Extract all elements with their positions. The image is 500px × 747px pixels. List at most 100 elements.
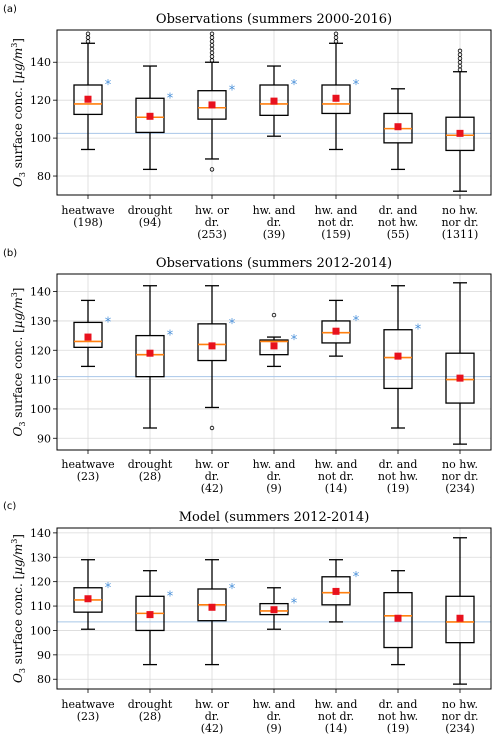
mean-marker [456, 374, 464, 382]
category-label: hw. and [315, 698, 358, 711]
y-tick-label: 100 [30, 624, 51, 637]
box-1: * heatwave(23) [61, 559, 115, 723]
box-2: * drought(28) [128, 285, 174, 483]
y-tick-label: 120 [30, 576, 51, 589]
mean-marker [146, 112, 154, 120]
box-iqr [73, 84, 103, 116]
category-label: no hw. [442, 204, 478, 217]
mean-marker [270, 342, 278, 350]
mean-marker [332, 327, 340, 335]
panel-letter: (a) [3, 4, 17, 15]
mean-marker [208, 342, 216, 350]
category-label: (28) [139, 710, 162, 723]
category-label: dr. [267, 710, 282, 723]
plot-frame [56, 273, 492, 451]
category-label: drought [128, 204, 173, 217]
y-tick-label: 140 [30, 56, 51, 69]
y-tick-label: 130 [30, 315, 51, 328]
significance-star: * [229, 84, 236, 99]
outlier-point [271, 312, 277, 318]
box-iqr [445, 595, 475, 644]
y-tick-label: 110 [30, 600, 51, 613]
significance-star: * [291, 597, 298, 612]
category-label: not hw. [378, 216, 418, 229]
mean-marker [394, 123, 402, 131]
box-7: no hw.nor dr.(1311) [441, 48, 479, 241]
mean-marker [394, 614, 402, 622]
significance-star: * [167, 91, 174, 106]
plot-frame [56, 527, 492, 690]
category-label: (9) [266, 722, 282, 735]
chart-title: Model (summers 2012-2014) [179, 510, 370, 525]
category-label: dr. [267, 216, 282, 229]
category-label: hw. and [253, 204, 296, 217]
chart-title: Observations (summers 2012-2014) [156, 256, 392, 271]
category-label: heatwave [61, 204, 114, 217]
category-label: heatwave [61, 698, 114, 711]
box-1: * heatwave(198) [61, 31, 115, 229]
mean-marker [332, 94, 340, 102]
category-label: not dr. [318, 216, 354, 229]
significance-star: * [415, 323, 422, 338]
box-1: * heatwave(23) [61, 299, 115, 483]
y-axis-label: O3 surface conc. [µg/m3] [10, 534, 27, 683]
category-label: dr. [205, 216, 220, 229]
box-iqr [383, 329, 413, 390]
mean-marker [270, 606, 278, 614]
box-iqr [73, 321, 103, 348]
mean-marker [394, 352, 402, 360]
significance-star: * [353, 314, 360, 329]
category-label: (42) [201, 722, 224, 735]
category-label: not dr. [318, 470, 354, 483]
y-tick-label: 140 [30, 527, 51, 540]
category-label: (234) [445, 722, 475, 735]
category-label: (39) [263, 228, 286, 241]
box-iqr [259, 339, 289, 356]
y-tick-label: 100 [30, 403, 51, 416]
category-label: nor dr. [441, 710, 478, 723]
category-label: nor dr. [441, 216, 478, 229]
y-tick-label: 80 [37, 673, 51, 686]
category-label: (55) [387, 228, 410, 241]
mean-marker [84, 95, 92, 103]
y-tick-label: 140 [30, 286, 51, 299]
category-label: (28) [139, 470, 162, 483]
category-label: dr. and [379, 458, 418, 471]
y-tick-label: 90 [37, 432, 51, 445]
category-label: drought [128, 458, 173, 471]
category-label: hw. or [195, 204, 230, 217]
outlier-point [209, 31, 215, 36]
mean-marker [456, 129, 464, 137]
significance-star: * [105, 78, 112, 93]
category-label: (23) [77, 710, 100, 723]
chart-panel-2: (b) Observations (summers 2012-2014) 90 100… [3, 248, 492, 495]
category-label: (159) [321, 228, 351, 241]
mean-marker [146, 611, 154, 619]
box-iqr [259, 84, 289, 116]
category-label: hw. and [315, 204, 358, 217]
category-label: not dr. [318, 710, 354, 723]
significance-star: * [229, 582, 236, 597]
outlier-point [209, 167, 215, 172]
panel-letter: (c) [3, 501, 16, 512]
significance-star: * [105, 315, 112, 330]
box-2: * drought(28) [128, 570, 174, 723]
mean-marker [84, 595, 92, 603]
mean-marker [270, 97, 278, 105]
significance-star: * [353, 78, 360, 93]
box-iqr [383, 591, 413, 649]
plot-frame [56, 29, 492, 196]
mean-marker [208, 101, 216, 109]
significance-star: * [353, 570, 360, 585]
significance-star: * [229, 317, 236, 332]
category-label: (9) [266, 482, 282, 495]
y-tick-label: 80 [37, 170, 51, 183]
mean-marker [332, 587, 340, 595]
